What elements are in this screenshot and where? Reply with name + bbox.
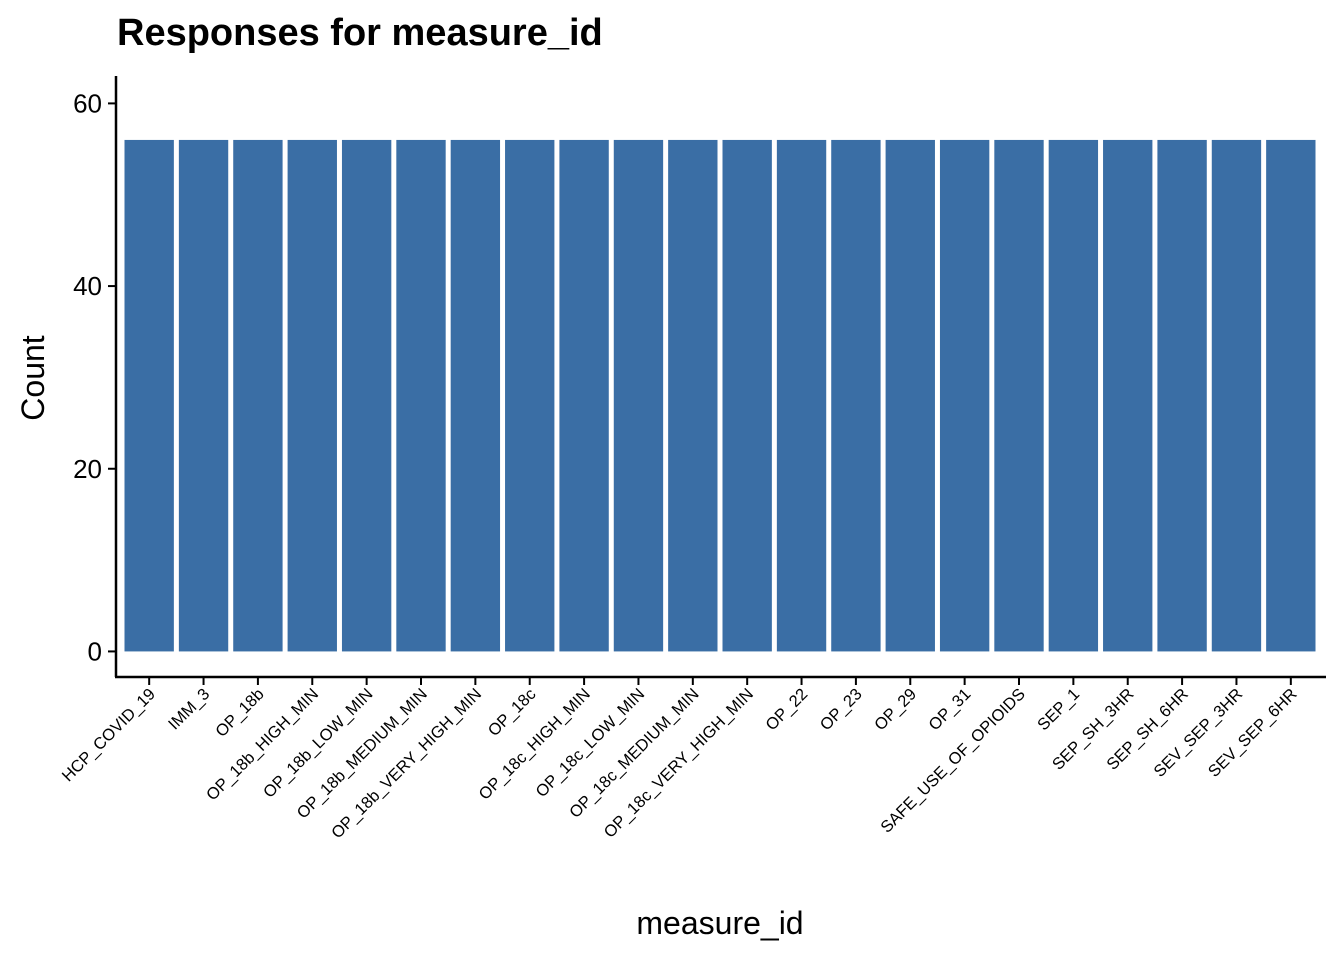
bars-group <box>124 139 1316 652</box>
y-axis-title: Count <box>15 335 51 421</box>
x-tick-label: HCP_COVID_19 <box>59 685 159 785</box>
bar-safe-use-of-opioids <box>994 139 1044 652</box>
bar-op-18c-low-min <box>613 139 664 652</box>
bar-sev-sep-3hr <box>1211 139 1262 652</box>
bar-sep-sh-3hr <box>1103 139 1153 652</box>
y-tick-label: 0 <box>88 636 102 666</box>
x-tick-label: IMM_3 <box>165 685 213 733</box>
y-axis-ticks: 0 20 40 60 <box>73 88 116 666</box>
x-axis-title: measure_id <box>636 905 803 941</box>
y-tick-label: 40 <box>73 271 102 301</box>
bar-op-31 <box>939 139 990 652</box>
bar-op-18c-very-high-min <box>722 139 772 652</box>
bar-op-23 <box>831 139 881 652</box>
bar-op-18c-high-min <box>559 139 609 652</box>
bar-op-18c <box>505 139 555 652</box>
bar-op-18b-medium-min <box>396 139 446 652</box>
x-tick-label: OP_18b <box>212 685 268 741</box>
bar-op-22 <box>776 139 827 652</box>
bar-hcp-covid-19 <box>124 139 174 652</box>
x-tick-label: OP_23 <box>817 685 866 734</box>
x-axis-ticks: HCP_COVID_19 IMM_3OP_18bOP_18b_HIGH_MINOP… <box>59 677 1301 842</box>
bar-op-18b-very-high-min <box>450 139 501 652</box>
bar-op-18b <box>233 139 283 652</box>
x-tick-label: SEP_1 <box>1034 685 1083 734</box>
x-tick-label: OP_18c <box>485 685 540 740</box>
bar-sep-sh-6hr <box>1157 139 1207 652</box>
x-tick-label: OP_29 <box>871 685 920 734</box>
bar-imm-3 <box>178 139 229 652</box>
bar-sep-1 <box>1048 139 1099 652</box>
bar-sev-sep-6hr <box>1266 139 1316 652</box>
y-tick-label: 60 <box>73 88 102 118</box>
bar-op-18b-low-min <box>341 139 392 652</box>
bar-op-18b-high-min <box>287 139 337 652</box>
bar-op-18c-medium-min <box>668 139 718 652</box>
bar-op-29 <box>885 139 935 652</box>
x-tick-label: OP_31 <box>925 685 974 734</box>
x-tick-label: OP_22 <box>762 685 811 734</box>
chart-title: Responses for measure_id <box>117 12 603 54</box>
y-tick-label: 20 <box>73 454 102 484</box>
